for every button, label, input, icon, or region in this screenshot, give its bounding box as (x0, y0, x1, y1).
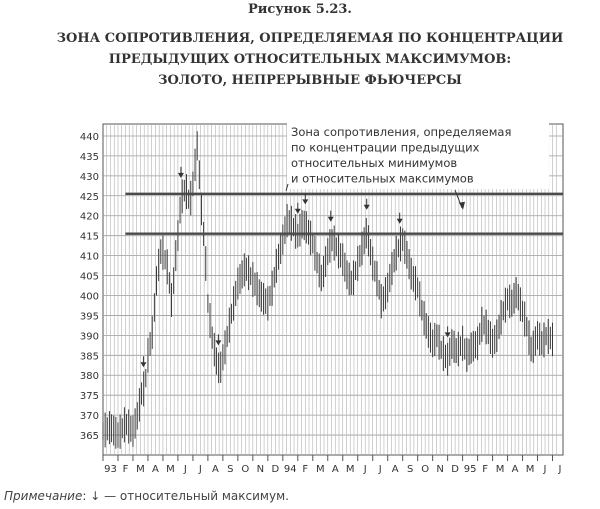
x-tick-label: 94 (284, 464, 297, 475)
relative-high-arrow-head (294, 208, 301, 214)
resistance-lines (125, 192, 563, 235)
note: Примечание: ↓ — относительный максимум. (4, 489, 289, 503)
x-tick-label: J (378, 464, 382, 475)
relative-high-arrow-head (327, 216, 334, 222)
x-tick-label: A (152, 464, 159, 475)
x-tick-label: N (436, 464, 443, 475)
y-tick-label: 410 (80, 252, 99, 263)
x-tick-label: O (421, 464, 429, 475)
x-tick-label: O (241, 464, 249, 475)
relative-high-arrow-head (140, 362, 147, 368)
relative-high-arrow-head (363, 204, 370, 210)
price-bars (102, 131, 554, 449)
y-tick-label: 380 (80, 371, 99, 382)
x-tick-label: M (346, 464, 355, 475)
y-tick-label: 395 (80, 311, 99, 322)
x-tick-label: S (407, 464, 413, 475)
gold-futures-chart: 365 370 375 380 385 390 395 400 405 410 415 420 425 4… (80, 123, 564, 475)
chart-axes: 365 370 375 380 385 390 395 400 405 410 415 420 425 4… (80, 132, 562, 475)
x-tick-label: J (363, 464, 367, 475)
x-tick-label: A (392, 464, 399, 475)
x-tick-label: D (271, 464, 279, 475)
x-tick-label: F (302, 464, 308, 475)
annotation-line: по концентрации предыдущих (291, 141, 480, 155)
annotation-line: Зона сопротивления, определяемая (291, 125, 511, 139)
x-tick-label: 93 (104, 464, 117, 475)
x-tick-label: 95 (464, 464, 477, 475)
x-tick-label: F (482, 464, 488, 475)
figure-number: Рисунок 5.23. (248, 2, 352, 17)
x-tick-label: M (496, 464, 505, 475)
figure-title: ЗОНА СОПРОТИВЛЕНИЯ, ОПРЕДЕЛЯЕМАЯ ПО КОНЦ… (40, 28, 580, 91)
y-tick-label: 390 (80, 331, 99, 342)
y-tick-label: 425 (80, 192, 99, 203)
note-label: Примечание (4, 489, 83, 503)
x-tick-label: J (558, 464, 562, 475)
x-tick-label: F (123, 464, 129, 475)
annotation: Зона сопротивления, определяемая по конце… (285, 123, 549, 210)
y-tick-label: 405 (80, 272, 99, 283)
y-tick-label: 440 (80, 132, 99, 143)
relative-high-arrow-head (177, 172, 184, 178)
x-tick-label: M (526, 464, 535, 475)
relative-high-arrow-head (302, 199, 309, 205)
x-tick-label: M (136, 464, 145, 475)
relative-high-arrow-head (396, 218, 403, 224)
y-tick-label: 420 (80, 212, 99, 223)
x-tick-label: A (332, 464, 339, 475)
x-tick-label: J (198, 464, 202, 475)
annotation-line: и относительных максимумов (291, 172, 474, 186)
x-tick-label: N (257, 464, 264, 475)
x-tick-label: S (227, 464, 233, 475)
x-tick-label: A (212, 464, 219, 475)
relative-high-arrow-head (444, 332, 451, 338)
y-tick-label: 400 (80, 291, 99, 302)
relative-high-arrows (140, 166, 451, 368)
title-line-1: ЗОНА СОПРОТИВЛЕНИЯ, ОПРЕДЕЛЯЕМАЯ ПО КОНЦ… (56, 31, 564, 46)
note-text: : ↓ — относительный максимум. (82, 489, 289, 503)
x-tick-label: J (543, 464, 547, 475)
x-tick-label: M (316, 464, 325, 475)
title-line-2: ПРЕДЫДУЩИХ ОТНОСИТЕЛЬНЫХ МАКСИМУМОВ: (108, 52, 512, 67)
x-tick-label: J (183, 464, 187, 475)
y-tick-label: 375 (80, 391, 99, 402)
relative-high-arrow-head (215, 340, 222, 346)
title-line-3: ЗОЛОТО, НЕПРЕРЫВНЫЕ ФЬЮЧЕРСЫ (158, 73, 462, 88)
y-tick-label: 370 (80, 411, 99, 422)
y-tick-label: 365 (80, 431, 99, 442)
y-tick-label: 415 (80, 232, 99, 243)
annotation-line: относительных минимумов (291, 156, 457, 170)
x-tick-label: A (512, 464, 519, 475)
annotation-pointer (285, 183, 289, 191)
annotation-box (287, 123, 549, 189)
x-tick-label: M (166, 464, 175, 475)
x-tick-label: D (451, 464, 459, 475)
y-tick-label: 430 (80, 172, 99, 183)
y-tick-label: 435 (80, 152, 99, 163)
y-tick-label: 385 (80, 351, 99, 362)
annotation-pointer-head (459, 201, 465, 210)
